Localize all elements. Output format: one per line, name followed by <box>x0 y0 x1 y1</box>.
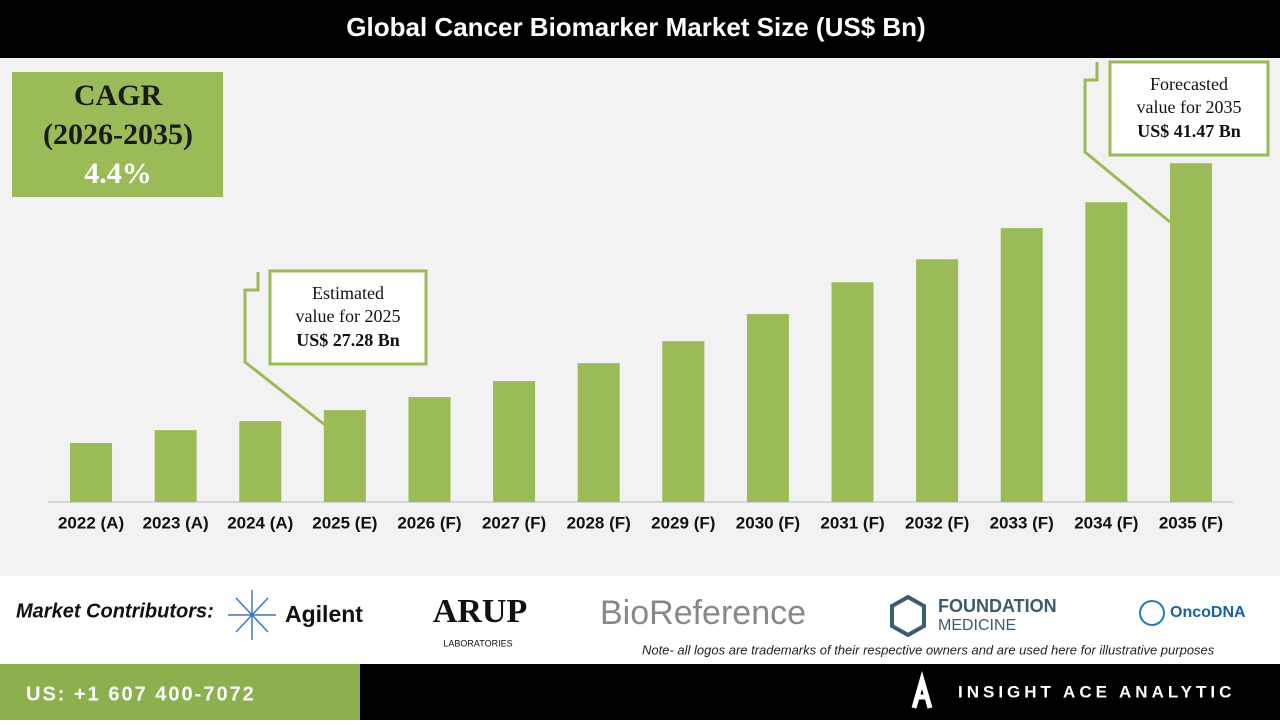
contributors-label: Market Contributors: <box>16 600 214 622</box>
bar <box>916 259 959 502</box>
callout-connectors <box>243 62 1171 427</box>
oncodna-icon <box>1139 600 1165 626</box>
bar <box>408 397 451 502</box>
x-tick-label: 2029 (F) <box>651 513 715 532</box>
callout-text: Estimated <box>312 283 384 303</box>
callout-text: Forecasted <box>1150 74 1228 94</box>
logo-text: FOUNDATION <box>938 596 1057 616</box>
brand-bar <box>360 664 1280 720</box>
cagr-label: CAGR <box>74 79 163 112</box>
callout-box <box>1108 60 1270 157</box>
phone-bar <box>0 664 360 720</box>
x-tick-label: 2023 (A) <box>143 513 209 532</box>
x-tick-label: 2030 (F) <box>736 513 800 532</box>
x-tick-label: 2022 (A) <box>58 513 124 532</box>
callout-text: US$ 27.28 Bn <box>296 330 400 350</box>
bar <box>577 363 620 502</box>
cagr-value: 4.4% <box>84 157 152 190</box>
x-tick-label: 2034 (F) <box>1074 513 1138 532</box>
logo-text: Agilent <box>285 601 363 627</box>
x-tick-label: 2027 (F) <box>482 513 546 532</box>
logo-strip <box>0 576 1280 664</box>
x-tick-label: 2031 (F) <box>820 513 884 532</box>
callout-text: value for 2035 <box>1137 97 1242 117</box>
bar <box>1000 228 1043 502</box>
bar <box>154 430 197 502</box>
logo-text: OncoDNA <box>1170 604 1246 621</box>
bar <box>1085 202 1128 502</box>
title-bar <box>0 0 1280 58</box>
x-tick-label: 2025 (E) <box>312 513 377 532</box>
x-tick-label: 2035 (F) <box>1159 513 1223 532</box>
foundation-icon <box>890 594 926 638</box>
brand: INSIGHT ACE ANALYTIC <box>958 682 1235 701</box>
bar <box>493 381 536 502</box>
x-tick-label: 2024 (A) <box>227 513 293 532</box>
note: Note- all logos are trademarks of their … <box>642 642 1215 657</box>
x-tick-label: 2028 (F) <box>567 513 631 532</box>
x-tick-label: 2032 (F) <box>905 513 969 532</box>
x-tick-label: 2033 (F) <box>990 513 1054 532</box>
logo-text: BioReference <box>600 594 806 632</box>
bar <box>746 314 789 502</box>
phone: US: +1 607 400-7072 <box>26 683 256 705</box>
logo-text: ARUP <box>433 593 527 630</box>
bar <box>662 341 705 502</box>
callout-text: value for 2025 <box>296 306 401 326</box>
logo-text: MEDICINE <box>938 617 1016 634</box>
x-tick-label: 2026 (F) <box>397 513 461 532</box>
cagr-period: (2026-2035) <box>43 118 193 151</box>
callout-box <box>268 269 428 366</box>
bar <box>1169 163 1212 503</box>
agilent-icon <box>228 590 276 640</box>
cagr-box <box>12 72 223 197</box>
bar <box>239 421 282 502</box>
bar <box>70 443 113 502</box>
bar <box>323 410 366 502</box>
callout-text: US$ 41.47 Bn <box>1137 121 1241 141</box>
bar <box>831 282 874 502</box>
logo-text: LABORATORIES <box>443 638 512 648</box>
brand-icon <box>911 670 933 709</box>
chart-title: Global Cancer Biomarker Market Size (US$… <box>346 12 925 42</box>
